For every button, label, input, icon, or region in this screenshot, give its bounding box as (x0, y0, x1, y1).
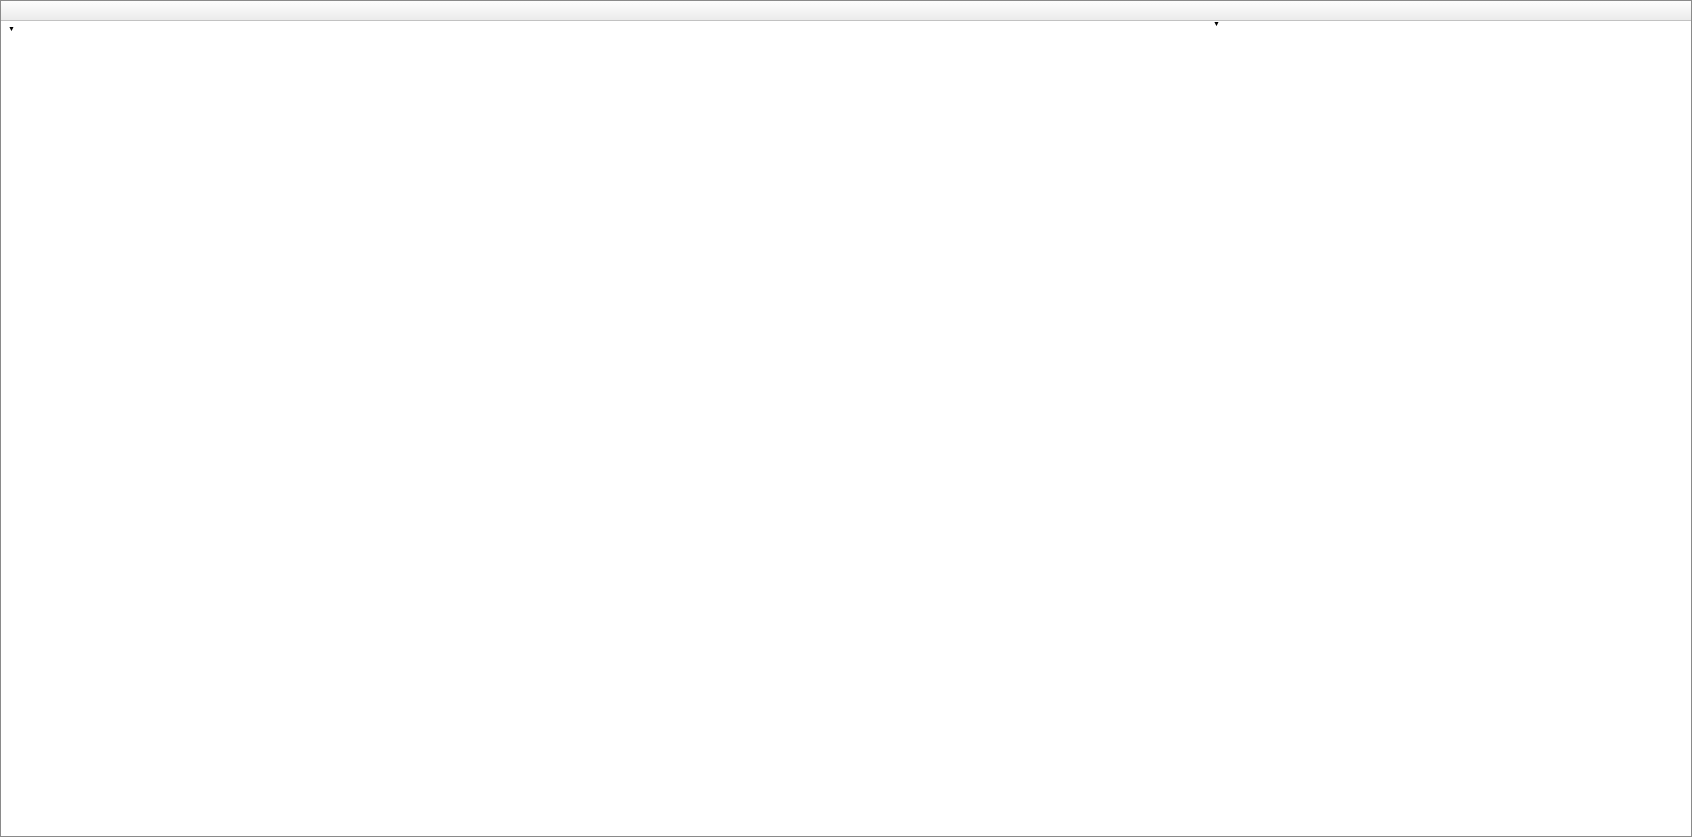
chart-title: ▼ (8, 26, 45, 33)
toolbar (1, 1, 1691, 21)
chart-shift-marker[interactable]: ▼ (1213, 21, 1220, 28)
one-click-trading-icon[interactable]: ▼ (8, 26, 15, 33)
